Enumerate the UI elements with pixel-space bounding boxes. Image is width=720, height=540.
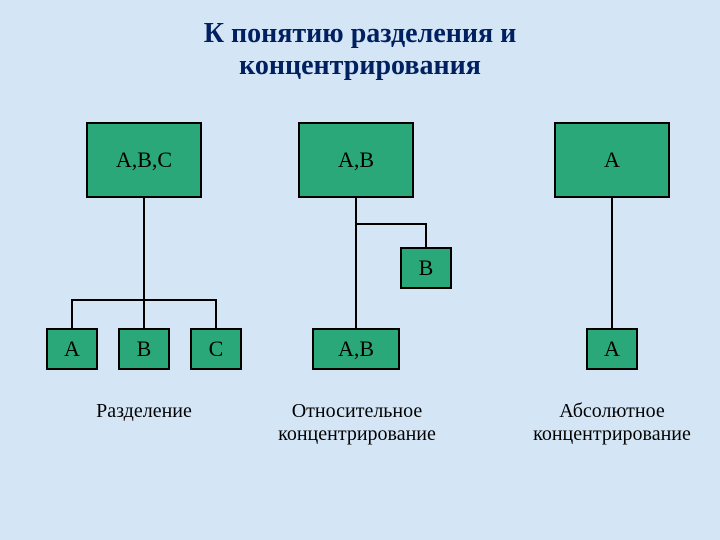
line-drop-b — [143, 300, 145, 328]
box-c-bottom: C — [190, 328, 242, 370]
box-a2-bottom: A — [586, 328, 638, 370]
diagram-canvas: К понятию разделения и концентрирования … — [0, 0, 720, 540]
line-ab-down1 — [355, 198, 357, 224]
line-abc-down — [143, 198, 145, 300]
page-title: К понятию разделения и концентрирования — [0, 18, 720, 82]
caption-relative-line2: концентрирование — [278, 423, 436, 445]
caption-separation-text: Разделение — [96, 400, 192, 422]
line-drop-c — [215, 300, 217, 328]
box-b-mid: B — [400, 247, 452, 289]
line-drop-a — [71, 300, 73, 328]
box-a-top-label: A — [604, 147, 620, 173]
line-ab-bus1 — [355, 223, 427, 225]
box-abc-label: A,B,C — [116, 147, 172, 173]
box-a-top: A — [554, 122, 670, 198]
caption-relative-line1: Относительное — [292, 400, 423, 422]
box-a-bottom-label: A — [64, 336, 80, 362]
box-ab-top-label: A,B — [338, 147, 374, 173]
caption-absolute: Абсолютное концентрирование — [512, 400, 712, 446]
caption-absolute-line1: Абсолютное — [559, 400, 664, 422]
box-a-bottom: A — [46, 328, 98, 370]
line-drop-bmid — [425, 224, 427, 247]
line-a-down — [611, 198, 613, 328]
box-b-bottom-label: B — [137, 336, 152, 362]
box-a2-bottom-label: A — [604, 336, 620, 362]
caption-absolute-line2: концентрирование — [533, 423, 691, 445]
title-line-2: концентрирования — [239, 50, 481, 81]
caption-separation: Разделение — [46, 400, 242, 423]
line-ab-down2 — [355, 224, 357, 328]
box-b-mid-label: B — [419, 255, 434, 281]
title-line-1: К понятию разделения и — [204, 18, 517, 49]
box-ab-bottom-label: A,B — [338, 336, 374, 362]
box-c-bottom-label: C — [209, 336, 224, 362]
box-abc: A,B,C — [86, 122, 202, 198]
box-ab-bottom: A,B — [312, 328, 400, 370]
box-ab-top: A,B — [298, 122, 414, 198]
caption-relative: Относительное концентрирование — [262, 400, 452, 446]
box-b-bottom: B — [118, 328, 170, 370]
